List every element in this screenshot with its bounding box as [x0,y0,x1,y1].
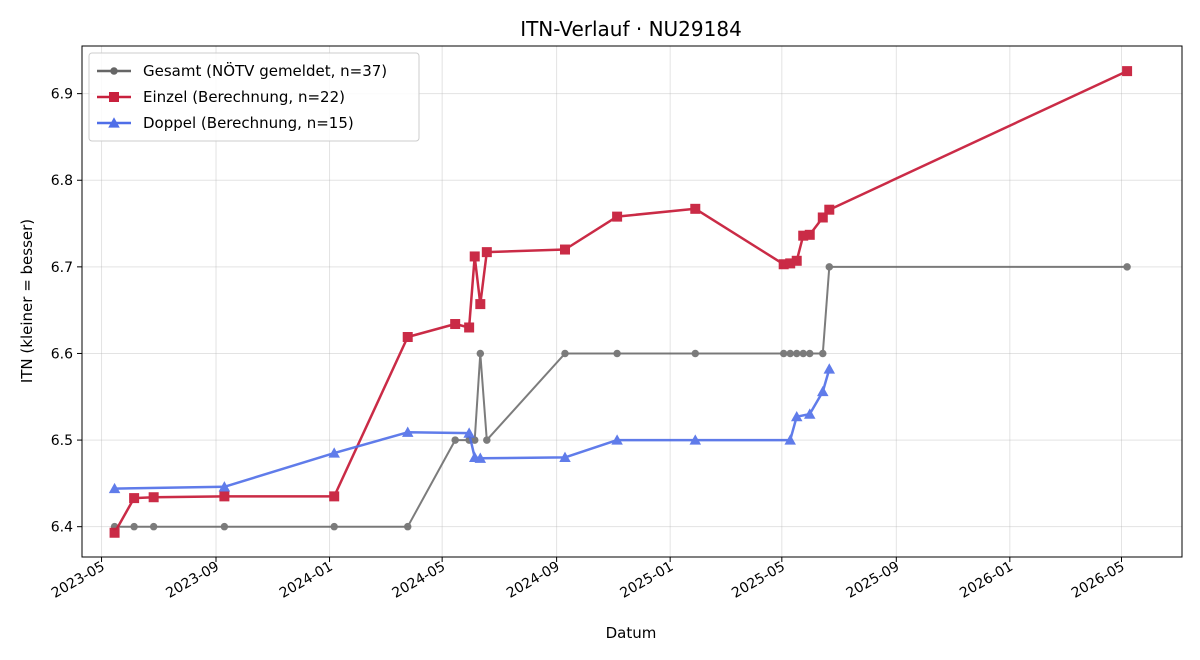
y-tick-label: 6.9 [51,87,73,103]
legend-entry: Einzel (Berechnung, n=22) [97,88,345,106]
data-point [469,251,480,262]
data-point [691,349,700,358]
data-point [804,229,815,240]
legend-label: Gesamt (NÖTV gemeldet, n=37) [143,61,387,80]
data-point [825,263,834,271]
data-point [1123,263,1131,271]
data-point [613,349,621,358]
data-point [218,481,231,492]
x-tick-label: 2023-09 [163,559,222,602]
data-point [330,522,338,531]
data-point [785,258,796,269]
data-point [690,203,701,214]
data-point [559,451,571,462]
legend: Gesamt (NÖTV gemeldet, n=37) Einzel (Bere… [88,52,420,142]
y-tick-label: 6.8 [51,173,73,189]
data-point [464,322,475,333]
data-point [329,491,340,502]
data-point [108,117,120,128]
data-point [109,527,120,538]
data-point [559,244,570,255]
series-line [114,368,831,490]
data-point [481,247,492,258]
x-tick-label: 2026-05 [1069,559,1128,602]
x-tick-label: 2025-01 [617,559,676,602]
data-point [778,259,789,270]
data-point [129,493,140,504]
data-point [130,522,138,531]
y-axis-label: ITN (kleiner = besser) [18,219,36,383]
y-tick-label: 6.5 [51,433,73,449]
data-point [470,436,479,444]
y-tick-label: 6.6 [51,346,73,362]
x-tick-label: 2024-05 [389,559,448,602]
data-point [790,410,803,422]
plot-frame [81,45,1183,558]
legend-label: Einzel (Berechnung, n=22) [143,88,345,106]
legend-entry: Doppel (Berechnung, n=15) [97,114,354,132]
data-point [823,363,836,374]
data-point [824,204,835,215]
data-point [799,349,807,358]
data-point [786,349,794,358]
data-point [148,492,159,503]
y-tick-label: 6.7 [51,260,73,276]
data-point [220,522,229,531]
data-point [817,385,829,397]
data-point [403,522,412,531]
series-line [114,265,1128,528]
data-point [483,436,491,444]
data-point [784,434,796,445]
data-point [791,255,802,266]
data-point [779,349,788,358]
data-point [328,447,340,458]
data-point [402,332,413,343]
data-point [451,436,459,444]
x-tick-label: 2024-09 [504,559,563,602]
data-point [110,67,118,75]
series-square [109,66,1133,538]
chart-title: ITN-Verlauf · NU29184 [520,17,742,41]
data-point [803,408,816,419]
data-point [463,427,475,438]
data-point [817,212,828,223]
data-point [450,319,461,330]
y-tick-label: 6.4 [51,520,73,536]
data-point [1122,66,1133,77]
x-tick-label: 2026-01 [957,559,1016,602]
data-point [476,349,485,358]
data-point [689,434,702,445]
data-point [561,349,569,358]
x-axis-label: Datum [606,624,657,642]
data-point [819,349,827,358]
data-point [805,349,814,358]
series-circle [110,263,1131,531]
data-point [401,426,414,437]
legend-label: Doppel (Berechnung, n=15) [143,114,354,132]
data-point [798,230,809,241]
x-tick-label: 2023-05 [49,559,108,602]
legend-entry: Gesamt (NÖTV gemeldet, n=37) [97,61,387,80]
x-tick-label: 2025-09 [844,559,903,602]
y-axis: 6.4 6.5 6.6 6.7 6.8 6.9 [51,87,82,536]
data-point [611,434,623,445]
data-point [612,211,623,222]
legend-box [88,52,420,142]
data-point [792,349,801,358]
series-layer [108,66,1133,538]
data-point [108,482,121,494]
x-tick-label: 2025-05 [729,559,788,602]
series-triangle [108,363,836,494]
x-axis: 2023-05 2023-09 2024-01 2024-05 2024-09 2025-… [49,557,1128,602]
data-point [149,522,158,531]
data-point [109,92,119,102]
x-tick-label: 2024-01 [277,559,336,602]
data-point [474,452,487,463]
data-point [219,491,230,502]
data-point [475,299,486,310]
